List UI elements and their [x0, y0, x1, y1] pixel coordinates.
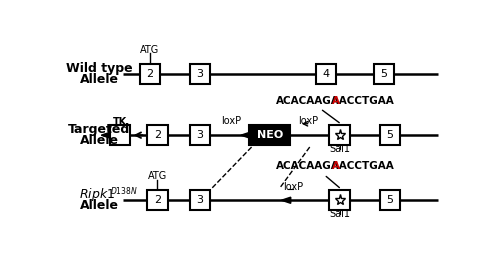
Text: Wild type: Wild type — [66, 62, 132, 75]
Text: 5: 5 — [380, 69, 388, 79]
Text: ACACAAGAACCTGAA: ACACAAGAACCTGAA — [276, 161, 395, 171]
Bar — [148, 190, 168, 210]
Bar — [330, 190, 349, 210]
Bar — [380, 190, 400, 210]
Text: Allele: Allele — [80, 73, 119, 86]
Text: Sal1: Sal1 — [329, 144, 350, 154]
Bar — [374, 64, 394, 84]
Text: 5: 5 — [386, 195, 394, 205]
Text: 3: 3 — [196, 69, 203, 79]
Text: Targeted: Targeted — [68, 123, 130, 136]
Polygon shape — [101, 132, 110, 138]
Text: loxP: loxP — [283, 182, 303, 192]
Text: 2: 2 — [146, 69, 153, 79]
Text: NEO: NEO — [256, 130, 283, 140]
Text: TK: TK — [112, 117, 127, 127]
Text: A: A — [332, 96, 340, 106]
Bar — [190, 64, 210, 84]
Text: 2: 2 — [154, 195, 161, 205]
Text: ATG: ATG — [140, 45, 160, 55]
Text: 3: 3 — [196, 195, 203, 205]
Bar — [316, 64, 336, 84]
Text: 2: 2 — [154, 130, 161, 140]
Text: 3: 3 — [196, 130, 203, 140]
Polygon shape — [282, 197, 290, 203]
Bar — [190, 190, 210, 210]
Polygon shape — [241, 132, 250, 138]
Bar — [148, 125, 168, 145]
Text: Allele: Allele — [80, 199, 119, 212]
Text: Sal1: Sal1 — [329, 209, 350, 219]
Text: ATG: ATG — [148, 171, 167, 181]
Text: $\mathbf{\it{Ripk1}}$: $\mathbf{\it{Ripk1}}$ — [80, 186, 116, 203]
Bar — [330, 125, 349, 145]
Bar — [250, 125, 290, 145]
Text: 4: 4 — [322, 69, 330, 79]
Text: 5: 5 — [386, 130, 394, 140]
Text: loxP: loxP — [298, 116, 318, 126]
Text: loxP: loxP — [221, 116, 241, 126]
Text: A: A — [332, 161, 340, 171]
Bar — [110, 125, 130, 145]
Bar — [380, 125, 400, 145]
Text: ACACAAGAACCTGAA: ACACAAGAACCTGAA — [276, 96, 395, 106]
Bar — [190, 125, 210, 145]
Text: Allele: Allele — [80, 134, 119, 147]
Text: $\it{D138N}$: $\it{D138N}$ — [110, 185, 138, 196]
Bar — [140, 64, 160, 84]
